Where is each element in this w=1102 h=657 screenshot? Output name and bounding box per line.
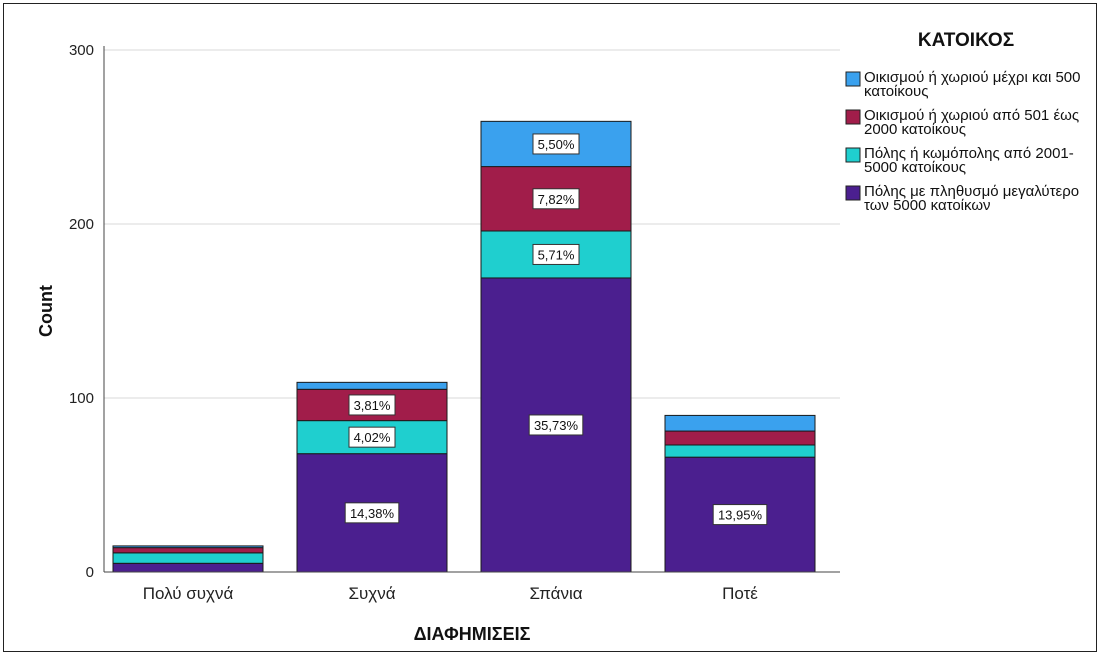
data-label: 4,02% <box>348 426 396 448</box>
legend-swatch <box>845 109 861 125</box>
legend-label: Οικισμού ή χωριού από 501 έως <box>864 107 1079 124</box>
y-tick-label: 100 <box>69 390 94 407</box>
bar-segment <box>296 381 448 390</box>
legend-item: Πόλης ή κωμόπολης από 2001-5000 κατοίκου… <box>845 145 1074 176</box>
data-label-text: 7,82% <box>538 192 575 207</box>
legend-label: Οικισμού ή χωριού μέχρι και 500 <box>864 69 1080 86</box>
bar-segment <box>112 552 264 564</box>
legend-label: Πόλης ή κωμόπολης από 2001- <box>864 145 1074 162</box>
data-label-text: 5,50% <box>538 137 575 152</box>
gridlines <box>104 49 840 399</box>
stacked-bar-chart: 0 100 200 300 14,38% 4,02% 3,81% 35,73% 5,71% 7,… <box>36 30 1080 644</box>
data-label-box <box>532 133 580 155</box>
legend-label: 2000 κατοίκους <box>864 121 966 138</box>
bar-segment <box>112 562 264 573</box>
data-label: 35,73% <box>528 414 584 436</box>
legend-label: 5000 κατοίκους <box>864 159 966 176</box>
category-label: Συχνά <box>348 584 395 603</box>
chart-frame: 0 100 200 300 14,38% 4,02% 3,81% 35,73% 5,71% 7,… <box>3 3 1097 652</box>
bar-segment <box>112 547 264 554</box>
data-label-text: 3,81% <box>354 398 391 413</box>
data-label-text: 35,73% <box>534 418 579 433</box>
data-label: 5,50% <box>532 133 580 155</box>
data-label-box <box>528 414 584 436</box>
data-label: 7,82% <box>532 188 580 210</box>
bar-segment <box>112 545 264 549</box>
data-label-text: 5,71% <box>538 247 575 262</box>
bars <box>112 120 816 573</box>
y-tick-label: 0 <box>86 564 94 581</box>
legend-swatch <box>845 71 861 87</box>
bar-segment <box>664 414 816 432</box>
data-label: 13,95% <box>712 504 768 526</box>
data-label-text: 13,95% <box>718 508 763 523</box>
legend-swatch <box>845 185 861 201</box>
category-label: Ποτέ <box>722 584 758 603</box>
data-label: 5,71% <box>532 243 580 265</box>
category-label: Σπάνια <box>529 584 582 603</box>
legend-label: κατοίκους <box>864 83 928 100</box>
data-label: 3,81% <box>348 394 396 416</box>
legend-label: Πόλης με πληθυσμό μεγαλύτερο <box>864 183 1079 200</box>
legend: ΚΑΤΟΙΚΟΣ Οικισμού ή χωριού μέχρι και 500… <box>845 30 1080 214</box>
legend-label: των 5000 κατοίκων <box>864 197 991 214</box>
legend-title: ΚΑΤΟΙΚΟΣ <box>918 30 1014 51</box>
data-label-box <box>532 188 580 210</box>
data-label-box <box>344 502 400 524</box>
category-labels: Πολύ συχνά Συχνά Σπάνια Ποτέ <box>143 584 759 603</box>
axes <box>103 46 840 573</box>
data-label-text: 14,38% <box>350 506 395 521</box>
legend-swatch <box>845 147 861 163</box>
y-tick-label: 300 <box>69 42 94 59</box>
data-label-box <box>712 504 768 526</box>
y-tick-label: 200 <box>69 216 94 233</box>
y-tick-labels: 0 100 200 300 <box>69 42 94 581</box>
data-label-text: 4,02% <box>354 430 391 445</box>
x-axis-title: ΔΙΑΦΗΜΙΣΕΙΣ <box>414 624 531 644</box>
data-label: 14,38% <box>344 502 400 524</box>
bar-segment <box>664 444 816 458</box>
data-labels: 14,38% 4,02% 3,81% 35,73% 5,71% 7,82% 5,50% 13,… <box>344 133 768 526</box>
y-axis-title: Count <box>36 285 56 337</box>
data-label-box <box>532 243 580 265</box>
data-label-box <box>348 394 396 416</box>
category-label: Πολύ συχνά <box>143 584 234 603</box>
bar-segment <box>664 430 816 446</box>
data-label-box <box>348 426 396 448</box>
